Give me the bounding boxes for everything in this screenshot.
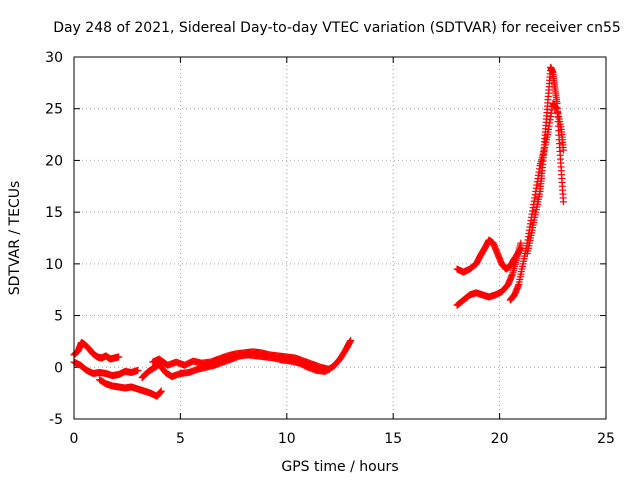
series-track-1-early-upper [70,338,123,363]
data-point [559,198,567,206]
series-track-4-mid [138,336,355,382]
y-tick-label: 5 [54,309,63,325]
x-tick-label: 20 [491,431,509,447]
y-tick-label: 0 [54,360,63,376]
data-point [134,366,142,374]
series-track-3-dip [96,376,165,400]
data-point [325,365,333,373]
y-axis-label: SDTVAR / TECUs [7,181,23,296]
y-tick-label: 15 [45,205,63,221]
axis-ticks: 0 5 10 15 20 25 -5 0 5 10 15 20 25 30 [45,50,615,447]
x-tick-label: 10 [278,431,296,447]
data-point [559,146,567,154]
x-tick-label: 25 [597,431,615,447]
series-track-2-early-lower [70,358,142,380]
data-point [157,387,165,395]
plot-frame [73,56,607,420]
grid-lines [74,57,606,419]
chart-title: Day 248 of 2021, Sidereal Day-to-day VTE… [53,20,621,36]
data-point [115,353,123,361]
y-tick-label: -5 [49,412,63,428]
data-point [347,336,355,344]
x-tick-label: 15 [384,431,402,447]
y-tick-label: 30 [45,50,63,66]
series-track-9-late [523,63,567,258]
y-tick-label: 25 [45,102,63,118]
y-tick-label: 10 [45,257,63,273]
y-tick-label: 20 [45,153,63,169]
series-track-5-mid-upper [149,348,333,373]
x-tick-label: 0 [70,431,79,447]
x-axis-label: GPS time / hours [281,459,398,475]
data-point [516,246,524,254]
series-track-7-evening-b [453,236,525,276]
data-points [70,63,567,400]
x-tick-label: 5 [176,431,185,447]
